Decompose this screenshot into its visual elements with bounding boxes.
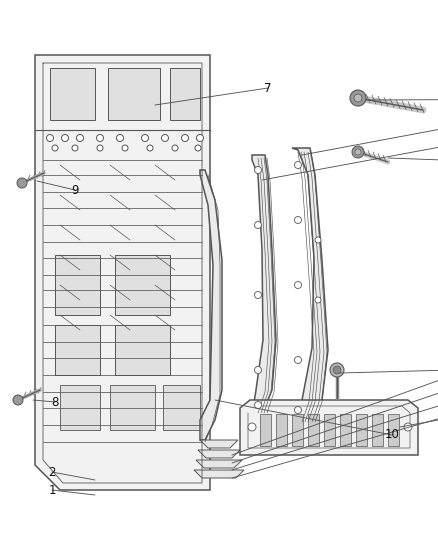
Circle shape xyxy=(404,423,412,431)
Circle shape xyxy=(294,281,301,288)
Polygon shape xyxy=(252,155,276,415)
Circle shape xyxy=(254,166,261,174)
Polygon shape xyxy=(108,68,160,120)
Polygon shape xyxy=(50,68,95,120)
Polygon shape xyxy=(194,470,244,478)
Text: 2: 2 xyxy=(48,465,56,479)
Circle shape xyxy=(254,367,261,374)
Circle shape xyxy=(172,145,178,151)
Polygon shape xyxy=(200,440,238,448)
Polygon shape xyxy=(60,385,100,430)
Circle shape xyxy=(162,134,169,141)
Circle shape xyxy=(72,145,78,151)
Circle shape xyxy=(254,292,261,298)
Circle shape xyxy=(294,216,301,223)
Circle shape xyxy=(315,297,321,303)
Circle shape xyxy=(17,178,27,188)
Circle shape xyxy=(46,134,53,141)
Polygon shape xyxy=(388,414,399,446)
Text: 7: 7 xyxy=(264,82,272,94)
Circle shape xyxy=(350,90,366,106)
Circle shape xyxy=(117,134,124,141)
Circle shape xyxy=(195,145,201,151)
Circle shape xyxy=(61,134,68,141)
Circle shape xyxy=(254,401,261,408)
Polygon shape xyxy=(292,148,328,425)
Circle shape xyxy=(13,395,23,405)
Circle shape xyxy=(352,146,364,158)
Circle shape xyxy=(248,423,256,431)
Circle shape xyxy=(294,357,301,364)
Polygon shape xyxy=(372,414,383,446)
Circle shape xyxy=(330,363,344,377)
Circle shape xyxy=(96,134,103,141)
Polygon shape xyxy=(115,325,170,375)
Circle shape xyxy=(97,145,103,151)
Polygon shape xyxy=(260,414,271,446)
Polygon shape xyxy=(163,385,200,430)
Text: 1: 1 xyxy=(48,483,56,497)
Polygon shape xyxy=(240,400,418,455)
Polygon shape xyxy=(292,414,303,446)
Text: 9: 9 xyxy=(71,183,79,197)
Circle shape xyxy=(294,407,301,414)
Polygon shape xyxy=(55,325,100,375)
Polygon shape xyxy=(276,414,287,446)
Polygon shape xyxy=(115,255,170,315)
Circle shape xyxy=(122,145,128,151)
Polygon shape xyxy=(308,414,319,446)
Text: 10: 10 xyxy=(385,429,399,441)
Circle shape xyxy=(147,145,153,151)
Circle shape xyxy=(197,134,204,141)
Circle shape xyxy=(315,237,321,243)
Polygon shape xyxy=(198,450,240,458)
Circle shape xyxy=(354,94,362,102)
Circle shape xyxy=(355,149,361,155)
Polygon shape xyxy=(170,68,200,120)
Polygon shape xyxy=(196,460,242,468)
Circle shape xyxy=(181,134,188,141)
Circle shape xyxy=(141,134,148,141)
Circle shape xyxy=(333,366,341,374)
Polygon shape xyxy=(200,170,222,440)
Polygon shape xyxy=(35,55,210,490)
Polygon shape xyxy=(110,385,155,430)
Polygon shape xyxy=(340,414,351,446)
Polygon shape xyxy=(324,414,335,446)
Text: 8: 8 xyxy=(51,395,59,408)
Circle shape xyxy=(52,145,58,151)
Circle shape xyxy=(254,222,261,229)
Circle shape xyxy=(77,134,84,141)
Circle shape xyxy=(294,161,301,168)
Polygon shape xyxy=(356,414,367,446)
Polygon shape xyxy=(55,255,100,315)
